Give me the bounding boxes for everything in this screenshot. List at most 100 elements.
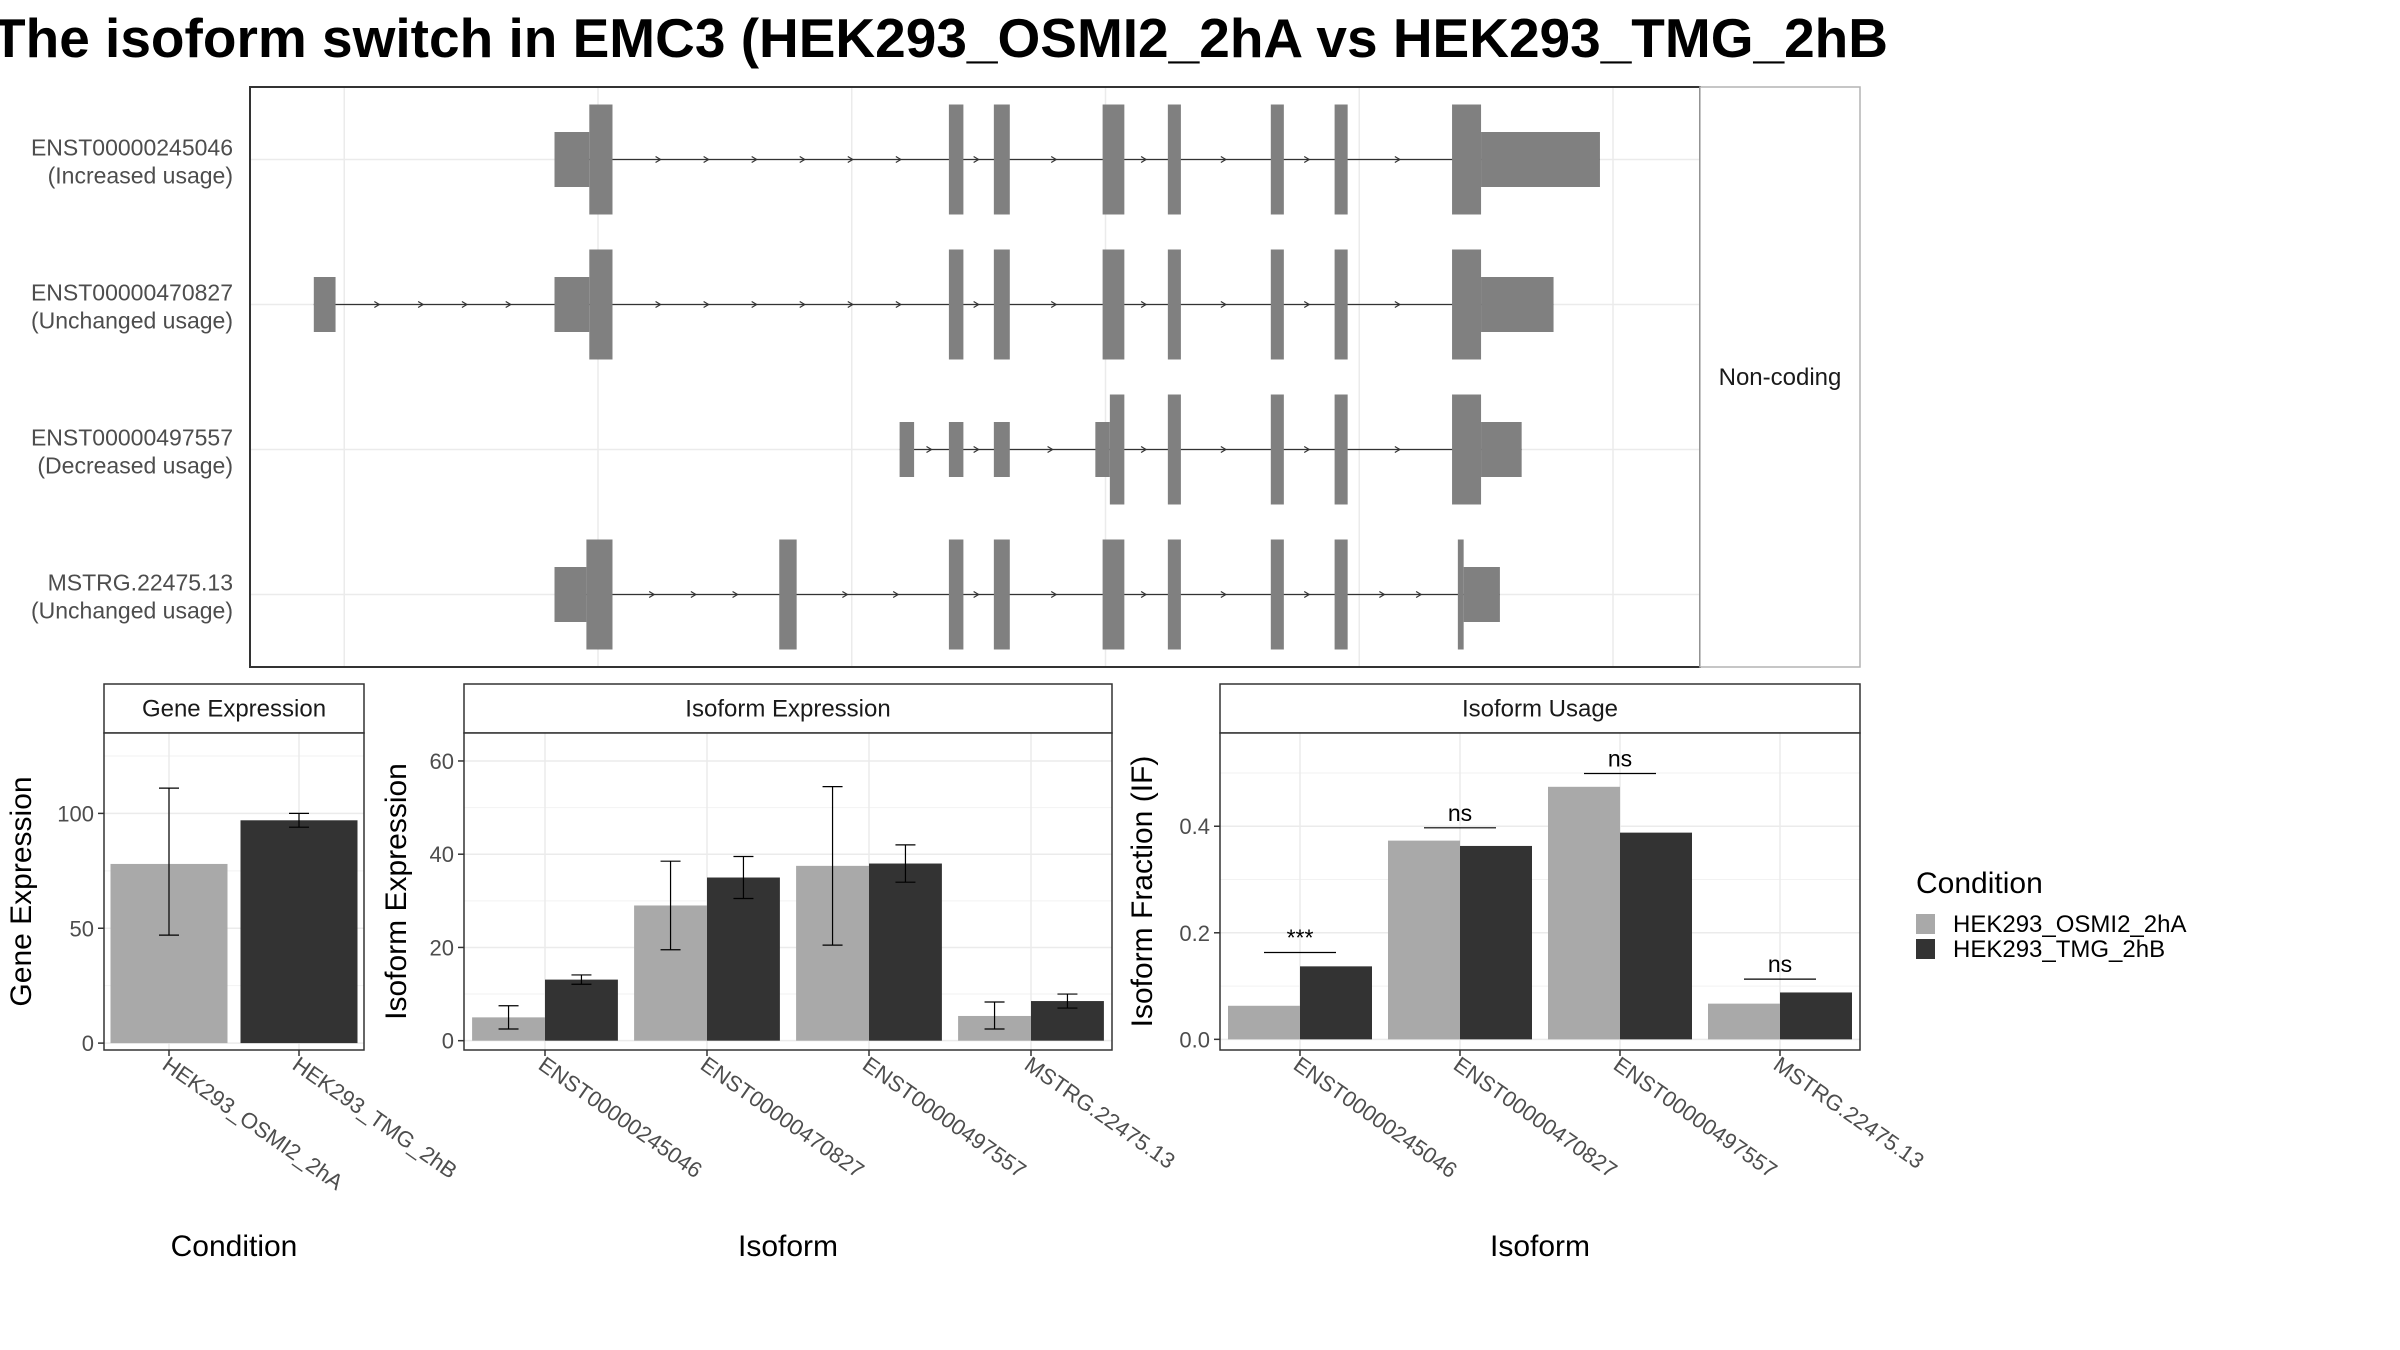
intron-arrow	[1303, 445, 1311, 454]
intron-arrow	[799, 300, 806, 309]
legend-label-condition-b: HEK293_TMG_2hB	[1953, 936, 2165, 963]
coding-exon	[1270, 539, 1284, 650]
intron-arrow	[973, 155, 980, 164]
y-axis-title: Isoform Fraction (IF)	[1126, 756, 1159, 1028]
coding-exon	[1102, 539, 1125, 650]
intron-arrow	[751, 300, 758, 309]
bar	[869, 863, 942, 1041]
panel-border	[1219, 732, 1861, 1051]
intron-arrow	[1050, 300, 1058, 309]
intron-arrow	[703, 300, 710, 309]
isoform-expression-panel: Isoform Expression 0 20 40 60 ENST00000245046…	[380, 683, 1180, 1263]
intron-arrow	[799, 155, 806, 164]
y-tick-label: 0.4	[1179, 814, 1210, 839]
intron-arrow	[1220, 300, 1228, 309]
intron-arrow	[1140, 300, 1148, 309]
transcript-strip	[1699, 86, 1861, 668]
bar	[1388, 840, 1460, 1040]
intron-arrow	[655, 155, 662, 164]
intron-arrow	[655, 300, 662, 309]
utr-exon	[1481, 422, 1522, 477]
coding-exon	[993, 249, 1010, 360]
intron-arrow	[1220, 590, 1228, 599]
coding-exon	[1334, 249, 1348, 360]
utr-exon	[1481, 277, 1554, 332]
legend-swatch-condition-b	[1916, 939, 1935, 959]
x-tick-label: MSTRG.22475.13	[1020, 1052, 1180, 1174]
utr-exon	[1463, 567, 1500, 622]
intron-arrow	[751, 155, 758, 164]
coding-exon	[589, 249, 613, 360]
intron-arrow	[973, 590, 980, 599]
legend-swatch-condition-a	[1916, 914, 1935, 934]
coding-exon	[1109, 394, 1125, 505]
coding-exon	[586, 539, 613, 650]
y-tick-label: 60	[430, 749, 454, 774]
y-axis-title: Gene Expression	[5, 776, 38, 1006]
legend-title: Condition	[1916, 867, 2043, 900]
bar	[1548, 786, 1620, 1040]
x-tick-label: MSTRG.22475.13	[1769, 1052, 1929, 1174]
coding-exon	[1457, 539, 1464, 650]
intron-arrow	[847, 300, 854, 309]
transcript-structure-panel: ENST00000245046(Increased usage) ENST0000…	[31, 86, 1861, 668]
panel-strip	[463, 683, 1113, 734]
bar	[1708, 1003, 1780, 1040]
coding-exon	[1270, 249, 1284, 360]
coding-exon	[1102, 104, 1125, 215]
panel-border	[463, 732, 1113, 1051]
y-tick-label: 0.2	[1179, 921, 1210, 946]
intron-arrow	[1394, 300, 1402, 309]
coding-exon	[1167, 394, 1181, 505]
x-axis-title: Condition	[171, 1230, 298, 1263]
coding-exon	[1270, 104, 1284, 215]
condition-legend: Condition HEK293_OSMI2_2hA HEK293_TMG_2h…	[1916, 867, 2186, 963]
utr-exon	[993, 422, 1010, 477]
y-tick-label: 0	[82, 1031, 94, 1056]
utr-exon	[554, 132, 590, 187]
x-axis-title: Isoform	[738, 1230, 838, 1263]
isoform-usage-panel: Isoform Usage 0.0 0.2 0.4 *** ns ns ns ENST00000…	[1126, 683, 1929, 1263]
intron-arrow	[847, 155, 854, 164]
transcript-status-label: (Unchanged usage)	[31, 308, 233, 334]
bar	[545, 979, 618, 1041]
intron-arrow	[505, 300, 512, 309]
coding-exon	[1167, 104, 1181, 215]
significance-label: ns	[1448, 800, 1472, 826]
coding-exon	[779, 539, 797, 650]
intron-arrow	[1415, 590, 1423, 599]
coding-exon	[948, 539, 964, 650]
coding-exon	[1102, 249, 1125, 360]
intron-arrow	[648, 590, 656, 599]
transcript-status-label: (Increased usage)	[48, 163, 233, 189]
intron-arrow	[732, 590, 739, 599]
intron-arrow	[417, 300, 425, 309]
transcript-name-label: MSTRG.22475.13	[48, 570, 233, 596]
intron-arrow	[895, 300, 903, 309]
bar	[1620, 832, 1692, 1040]
intron-arrow	[973, 445, 980, 454]
coding-exon	[948, 104, 964, 215]
transcript-name-label: ENST00000245046	[31, 135, 233, 161]
y-tick-label: 0.0	[1179, 1027, 1210, 1052]
significance-label: ns	[1768, 951, 1792, 977]
intron-arrow	[690, 590, 698, 599]
intron-arrow	[842, 590, 849, 599]
intron-arrow	[895, 155, 903, 164]
intron-arrow	[1303, 300, 1311, 309]
intron-arrow	[1140, 155, 1148, 164]
x-axis-title: Isoform	[1490, 1230, 1590, 1263]
coding-exon	[1452, 249, 1482, 360]
y-tick-label: 0	[442, 1029, 454, 1054]
utr-exon	[1095, 422, 1110, 477]
x-tick-label: ENST00000245046	[534, 1052, 707, 1183]
intron-arrow	[1140, 590, 1148, 599]
intron-arrow	[1047, 445, 1054, 454]
panel-strip-title: Isoform Expression	[685, 696, 890, 723]
coding-exon	[1452, 394, 1482, 505]
coding-exon	[1167, 249, 1181, 360]
x-tick-label: ENST00000497557	[858, 1052, 1031, 1183]
bar	[1300, 966, 1372, 1040]
utr-exon	[554, 567, 587, 622]
